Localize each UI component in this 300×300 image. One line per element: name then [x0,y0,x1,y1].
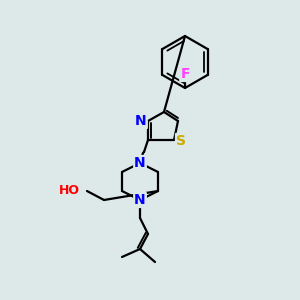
Text: N: N [134,193,146,207]
Text: F: F [180,67,190,81]
Text: N: N [134,156,146,170]
Text: HO: HO [59,184,80,197]
Text: S: S [176,134,186,148]
Text: N: N [135,114,147,128]
